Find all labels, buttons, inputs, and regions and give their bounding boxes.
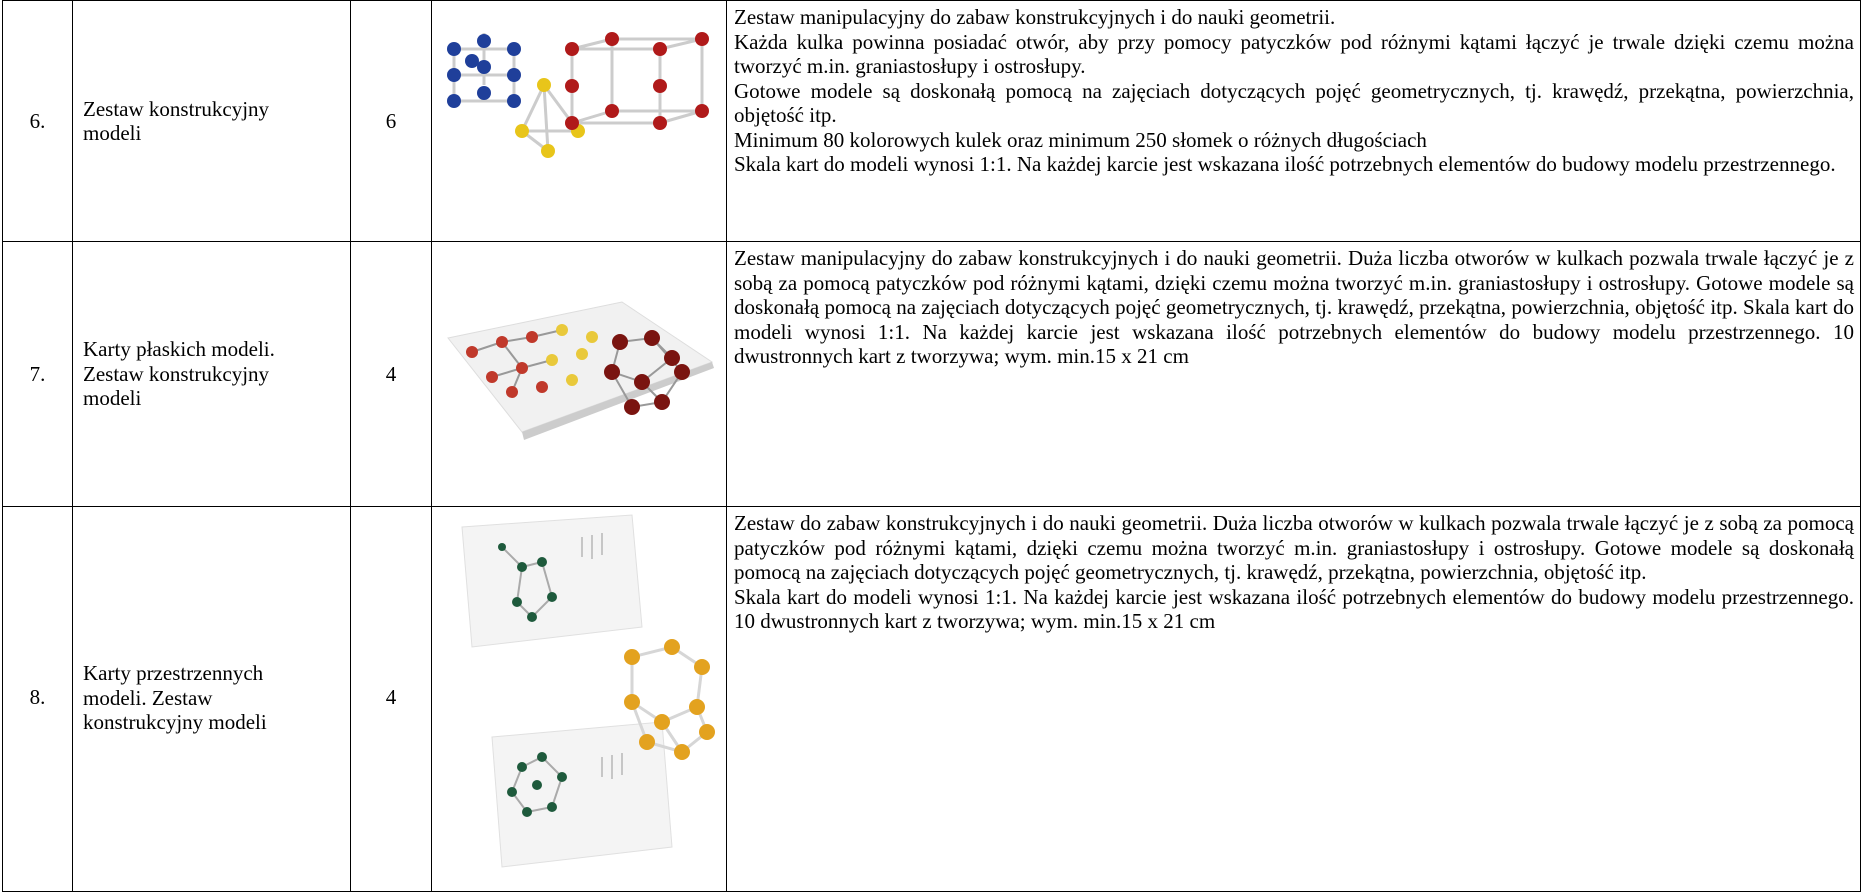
- product-name: Karty przestrzennych modeli. Zestaw kons…: [72, 506, 351, 892]
- table-row: 6. Zestaw konstrukcyjny modeli 6: [2, 0, 1861, 242]
- description-paragraph: Każda kulka powinna posiadać otwór, aby …: [734, 29, 1854, 79]
- row-number: 7.: [2, 241, 73, 507]
- product-image: [431, 241, 727, 507]
- description-paragraph: Skala kart do modeli wynosi 1:1. Na każd…: [734, 152, 1836, 176]
- quantity: 4: [350, 506, 432, 892]
- product-name-text: Karty przestrzennych modeli. Zestaw kons…: [83, 661, 267, 734]
- model-illustration: [461, 514, 715, 868]
- description: Zestaw manipulacyjny do zabaw konstrukcy…: [726, 0, 1861, 242]
- product-name: Karty płaskich modeli. Zestaw konstrukcy…: [72, 241, 351, 507]
- description-paragraph: Minimum 80 kolorowych kulek oraz minimum…: [734, 127, 1427, 152]
- row-number: 8.: [2, 506, 73, 892]
- model-illustration: [447, 301, 714, 440]
- row-number: 6.: [2, 0, 73, 242]
- description-paragraph: Zestaw manipulacyjny do zabaw konstrukcy…: [734, 246, 1854, 368]
- description-paragraph: Zestaw manipulacyjny do zabaw konstrukcy…: [734, 5, 1336, 29]
- description: Zestaw manipulacyjny do zabaw konstrukcy…: [726, 241, 1861, 507]
- product-image: [431, 506, 727, 892]
- product-image: [431, 0, 727, 242]
- row-number-text: 8.: [29, 685, 46, 709]
- quantity-text: 4: [385, 685, 397, 709]
- quantity: 6: [350, 0, 432, 242]
- table-row: 8. Karty przestrzennych modeli. Zestaw k…: [2, 506, 1861, 892]
- description: Zestaw do zabaw konstrukcyjnych i do nau…: [726, 506, 1861, 892]
- quantity: 4: [350, 241, 432, 507]
- description-paragraph: Zestaw do zabaw konstrukcyjnych i do nau…: [734, 511, 1854, 584]
- table-row: 7. Karty płaskich modeli. Zestaw konstru…: [2, 241, 1861, 507]
- product-name: Zestaw konstrukcyjny modeli: [72, 0, 351, 242]
- description-paragraph: Gotowe modele są doskonałą pomocą na zaj…: [734, 78, 1854, 128]
- model-illustration: [447, 32, 709, 158]
- description-paragraph: Skala kart do modeli wynosi 1:1. Na każd…: [734, 584, 1854, 634]
